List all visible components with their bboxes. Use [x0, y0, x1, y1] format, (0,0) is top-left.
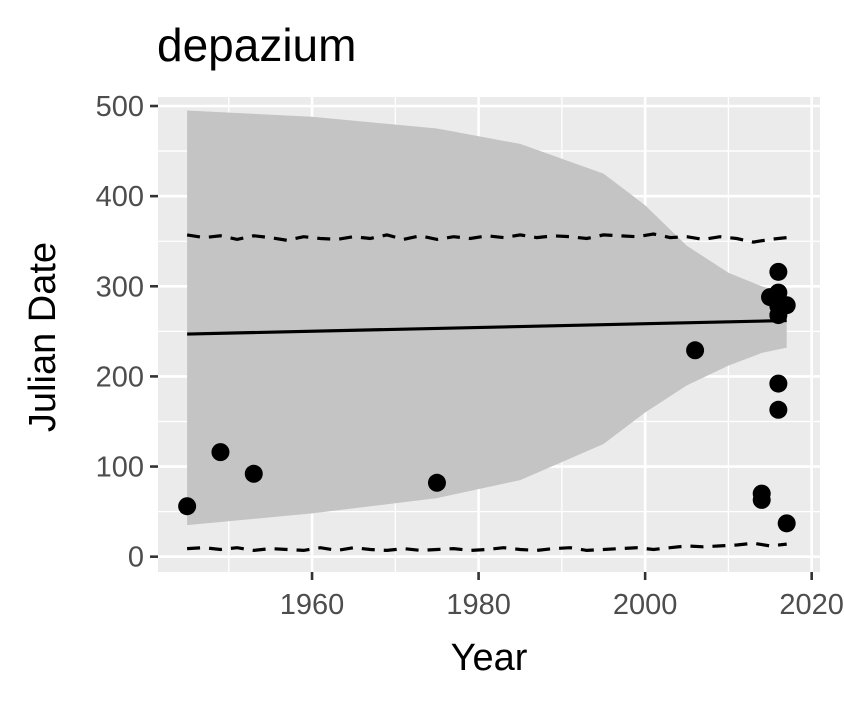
- x-axis: 1960 1980 2000 2020: [280, 572, 844, 621]
- x-tick-label: 2020: [779, 589, 844, 621]
- y-axis-title: Julian Date: [22, 242, 64, 432]
- x-axis-title: Year: [451, 637, 528, 679]
- data-point: [427, 473, 446, 492]
- trend-line: [187, 318, 787, 336]
- y-tick-label: 300: [96, 271, 144, 303]
- x-tick-label: 1960: [280, 589, 345, 621]
- data-point: [686, 341, 705, 360]
- y-tick-label: 500: [96, 91, 144, 123]
- data-point: [769, 400, 788, 419]
- x-tick-label: 1980: [446, 589, 511, 621]
- data-point: [777, 296, 796, 315]
- data-points: [178, 262, 796, 533]
- y-axis: 0 100 200 300 400 500: [96, 91, 158, 574]
- y-tick-label: 0: [128, 542, 144, 574]
- data-point: [777, 514, 796, 533]
- data-point: [769, 262, 788, 281]
- data-point: [752, 490, 771, 509]
- x-tick-label: 2000: [613, 589, 678, 621]
- data-point: [244, 464, 263, 483]
- y-tick-label: 200: [96, 361, 144, 393]
- data-point: [211, 443, 230, 462]
- y-tick-label: 400: [96, 181, 144, 213]
- confidence-band: [187, 110, 787, 526]
- data-point: [769, 374, 788, 393]
- data-point: [178, 497, 197, 516]
- prediction-lower-line: [187, 541, 787, 553]
- prediction-upper-line: [186, 232, 787, 244]
- y-tick-label: 100: [96, 452, 144, 484]
- chart-title: depazium: [157, 19, 356, 71]
